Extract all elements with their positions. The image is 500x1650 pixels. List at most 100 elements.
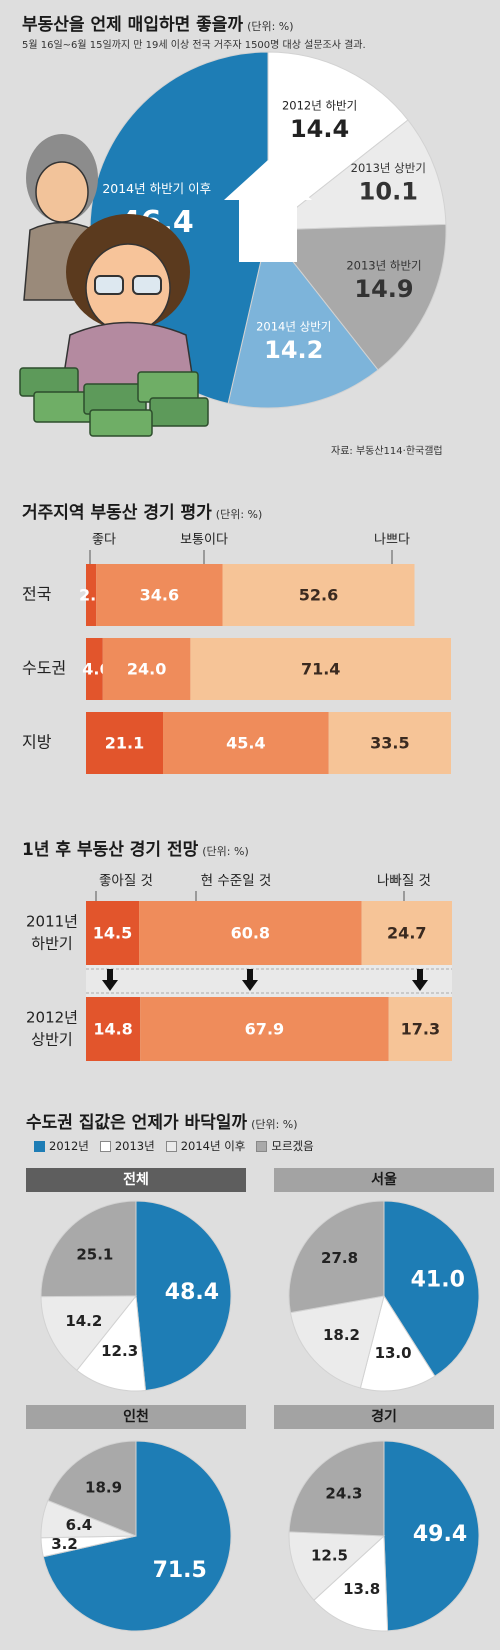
pie-slice bbox=[42, 1440, 232, 1632]
bar-value-label: 34.6 bbox=[140, 586, 179, 605]
legend-swatch bbox=[256, 1140, 268, 1152]
pie-value-label: 14.4 bbox=[290, 115, 349, 143]
bar-value-label: 67.9 bbox=[245, 1020, 284, 1039]
legend-swatch bbox=[165, 1140, 177, 1152]
legend-label: 2013년 bbox=[114, 1139, 155, 1153]
pie-value-label: 71.5 bbox=[153, 1558, 207, 1583]
section1-subtitle: 5월 16일~6월 15일까지 만 19세 이상 전국 거주자 1500명 대상… bbox=[22, 40, 366, 51]
pie-slice bbox=[76, 1294, 147, 1392]
column-header-label: 좋아질 것 bbox=[99, 873, 153, 889]
pie-header-seoul: 서울 bbox=[274, 1168, 494, 1192]
region-pie: 49.4 13.8 12.5 24.3 bbox=[288, 1440, 480, 1632]
region-pie: 71.5 3.26.4 18.9 bbox=[40, 1440, 232, 1632]
row-label: 하반기 bbox=[31, 935, 72, 953]
pie-slice bbox=[289, 1295, 385, 1389]
column-header-label: 현 수준일 것 bbox=[201, 873, 272, 889]
bottom-pie-group: 48.4 12.3 14.2 25.1 41.0 13.0 18.2 27.8 71.5 3.26… bbox=[40, 1200, 480, 1632]
row-label: 수도권 bbox=[22, 659, 66, 678]
section2-title: 거주지역 부동산 경기 평가 (단위: %) bbox=[22, 503, 263, 523]
pie-slice bbox=[383, 1200, 480, 1377]
pie-slice bbox=[135, 1200, 232, 1392]
pie-slice bbox=[47, 1440, 137, 1537]
section3-title: 1년 후 부동산 경기 전망 (단위: %) bbox=[22, 840, 249, 860]
connector-dash bbox=[86, 968, 452, 994]
pie-slice bbox=[288, 1531, 386, 1601]
pie-slice bbox=[359, 1294, 436, 1392]
pie-value-label: 3.2 bbox=[51, 1535, 78, 1553]
pie-value-label: 24.3 bbox=[325, 1485, 362, 1503]
pie-slice bbox=[383, 1440, 480, 1632]
section3-unit: (단위: %) bbox=[202, 845, 249, 858]
pie-slice bbox=[266, 223, 447, 371]
column-header-label: 나쁘다 bbox=[374, 533, 410, 548]
pie-header-incheon: 인천 bbox=[26, 1405, 246, 1429]
legend: 2012년 2013년 2014년 이후 모르겠음 bbox=[34, 1138, 320, 1154]
legend-label: 모르겠음 bbox=[271, 1139, 314, 1153]
pie-category-label: 2012년 하반기 bbox=[282, 98, 357, 112]
bar-value-label: 14.8 bbox=[93, 1020, 132, 1039]
down-arrow-icon bbox=[242, 980, 258, 991]
row-label: 2012년 bbox=[26, 1009, 78, 1027]
pie-category-label: 2013년 상반기 bbox=[351, 161, 426, 175]
legend-item: 2013년 bbox=[99, 1138, 155, 1154]
row-label: 상반기 bbox=[31, 1031, 72, 1049]
bar-value-label: 17.3 bbox=[401, 1020, 440, 1039]
pie-value-label: 49.4 bbox=[413, 1522, 467, 1547]
row-label: 전국 bbox=[22, 585, 51, 604]
bar-value-label: 24.0 bbox=[127, 660, 166, 679]
pie-header-gyeonggi: 경기 bbox=[274, 1405, 494, 1429]
pie-category-label: 2014년 상반기 bbox=[256, 320, 331, 334]
bar-segment bbox=[96, 564, 223, 626]
section2-unit: (단위: %) bbox=[215, 508, 263, 521]
pie-value-label: 14.2 bbox=[65, 1312, 102, 1330]
pie-slice bbox=[313, 1534, 389, 1632]
legend-item: 2012년 bbox=[34, 1138, 89, 1154]
down-arrow-icon bbox=[102, 980, 118, 991]
pie-value-label: 14.9 bbox=[354, 275, 413, 303]
bar-value-label: 33.5 bbox=[370, 734, 409, 753]
pie-value-label: 14.2 bbox=[264, 336, 323, 364]
pie-category-label: 2013년 하반기 bbox=[346, 259, 421, 273]
purchase-timing-slices bbox=[89, 51, 447, 409]
section1-title: 부동산을 언제 매입하면 좋을까 (단위: %) bbox=[22, 15, 294, 35]
section1-source: 자료: 부동산114·한국갤럽 bbox=[331, 446, 443, 457]
pie-value-label: 27.8 bbox=[321, 1249, 358, 1267]
pie-slice bbox=[288, 1200, 385, 1314]
pie-header-total: 전체 bbox=[26, 1168, 246, 1192]
pie-value-label: 41.0 bbox=[411, 1267, 465, 1292]
bar-segment bbox=[86, 901, 140, 965]
bar-segment bbox=[222, 564, 415, 626]
bar-segment bbox=[163, 712, 329, 774]
pie-slice bbox=[267, 51, 409, 232]
bar-segment bbox=[140, 997, 389, 1061]
bar-value-label: 14.5 bbox=[93, 924, 132, 943]
bar-segment bbox=[102, 638, 191, 700]
pie-value-label: 13.8 bbox=[343, 1580, 380, 1598]
bar-segment bbox=[361, 901, 452, 965]
pie-slice bbox=[288, 1440, 385, 1537]
pie-value-label: 12.3 bbox=[101, 1342, 138, 1360]
row-label: 2011년 bbox=[26, 913, 78, 931]
pie-category-label: 2014년 하반기 이후 bbox=[102, 181, 211, 196]
bar-segment bbox=[86, 997, 141, 1061]
column-header-label: 나빠질 것 bbox=[377, 873, 431, 889]
bar-segment bbox=[328, 712, 451, 774]
connector-band bbox=[86, 965, 452, 997]
region-pie: 48.4 12.3 14.2 25.1 bbox=[40, 1200, 232, 1392]
pie-value-label: 48.4 bbox=[165, 1280, 219, 1305]
purchase-timing-pie: 2012년 하반기 14.4 2013년 상반기 10.1 2013년 하반기 14.9 2… bbox=[19, 51, 447, 437]
pie-value-label: 13.0 bbox=[375, 1344, 412, 1362]
section4-unit: (단위: %) bbox=[251, 1118, 298, 1131]
section1-unit: (단위: %) bbox=[247, 20, 294, 33]
pie-value-label: 10.1 bbox=[359, 177, 418, 205]
bar-value-label: 24.7 bbox=[387, 924, 426, 943]
down-arrow-icon bbox=[247, 969, 253, 981]
legend-item: 모르겠음 bbox=[256, 1138, 314, 1154]
pie-value-label: 25.1 bbox=[76, 1246, 113, 1264]
pie-value-label: 18.2 bbox=[323, 1326, 360, 1344]
pie-value-label: 18.9 bbox=[85, 1478, 122, 1496]
house-arrow-shape bbox=[224, 160, 312, 262]
